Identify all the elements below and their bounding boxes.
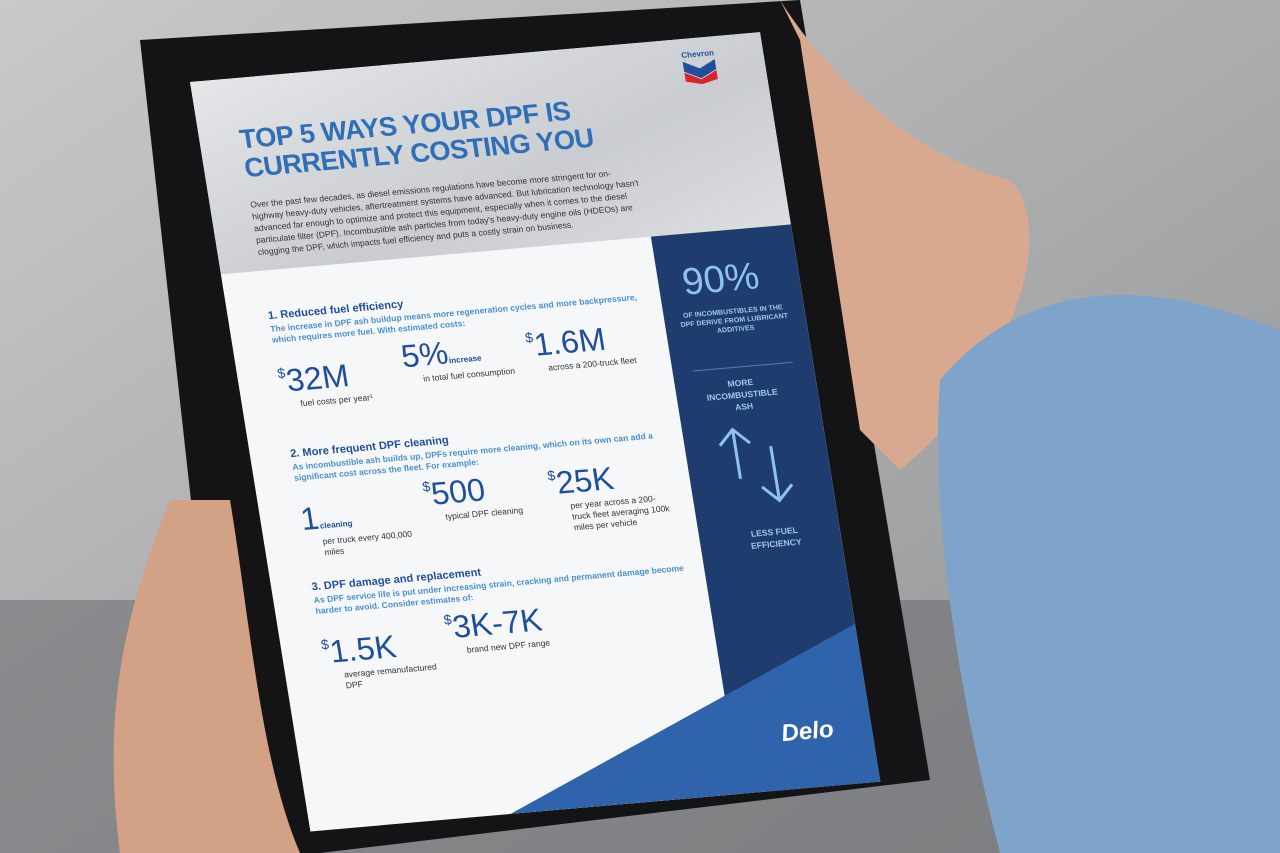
stat-amount: 1.6M bbox=[531, 320, 609, 363]
stat-amount: 25K bbox=[553, 460, 617, 501]
stat: $25K per year across a 200-truck fleet av… bbox=[546, 455, 677, 535]
stat-suffix: increase bbox=[448, 353, 483, 366]
stat: $1.6M across a 200-truck fleet bbox=[524, 317, 652, 375]
stat-suffix: cleaning bbox=[319, 518, 354, 531]
sleeve bbox=[938, 295, 1280, 853]
stat: $500 typical DPF cleaning bbox=[421, 466, 549, 524]
stat-amount: 1.5K bbox=[327, 628, 399, 670]
stat-amount: 5% bbox=[398, 334, 451, 375]
chevron-mark bbox=[682, 59, 718, 85]
stat: 1cleaning per truck every 400,000 miles bbox=[298, 491, 427, 560]
stat: $3K-7K brand new DPF range bbox=[442, 599, 570, 657]
stat: 5%increase in total fuel consumption bbox=[399, 328, 527, 386]
arrows bbox=[692, 361, 794, 503]
document: Chevron TOP 5 WAYS YOUR DPF IS CURRENTLY… bbox=[190, 32, 881, 832]
stat: $1.5K average remanufactured DPF bbox=[319, 624, 448, 693]
stat-amount: 32M bbox=[283, 357, 352, 399]
sidebar: 90% OF INCOMBUSTIBLES IN THE DPF DERIVE … bbox=[650, 224, 881, 794]
stat: $32M fuel costs per year¹ bbox=[276, 353, 404, 411]
left-hand bbox=[113, 500, 300, 853]
footer-wedge bbox=[510, 623, 881, 814]
stat-amount: 500 bbox=[428, 471, 488, 512]
footer-brand: Delo bbox=[779, 715, 836, 748]
logo: Chevron bbox=[677, 48, 723, 91]
